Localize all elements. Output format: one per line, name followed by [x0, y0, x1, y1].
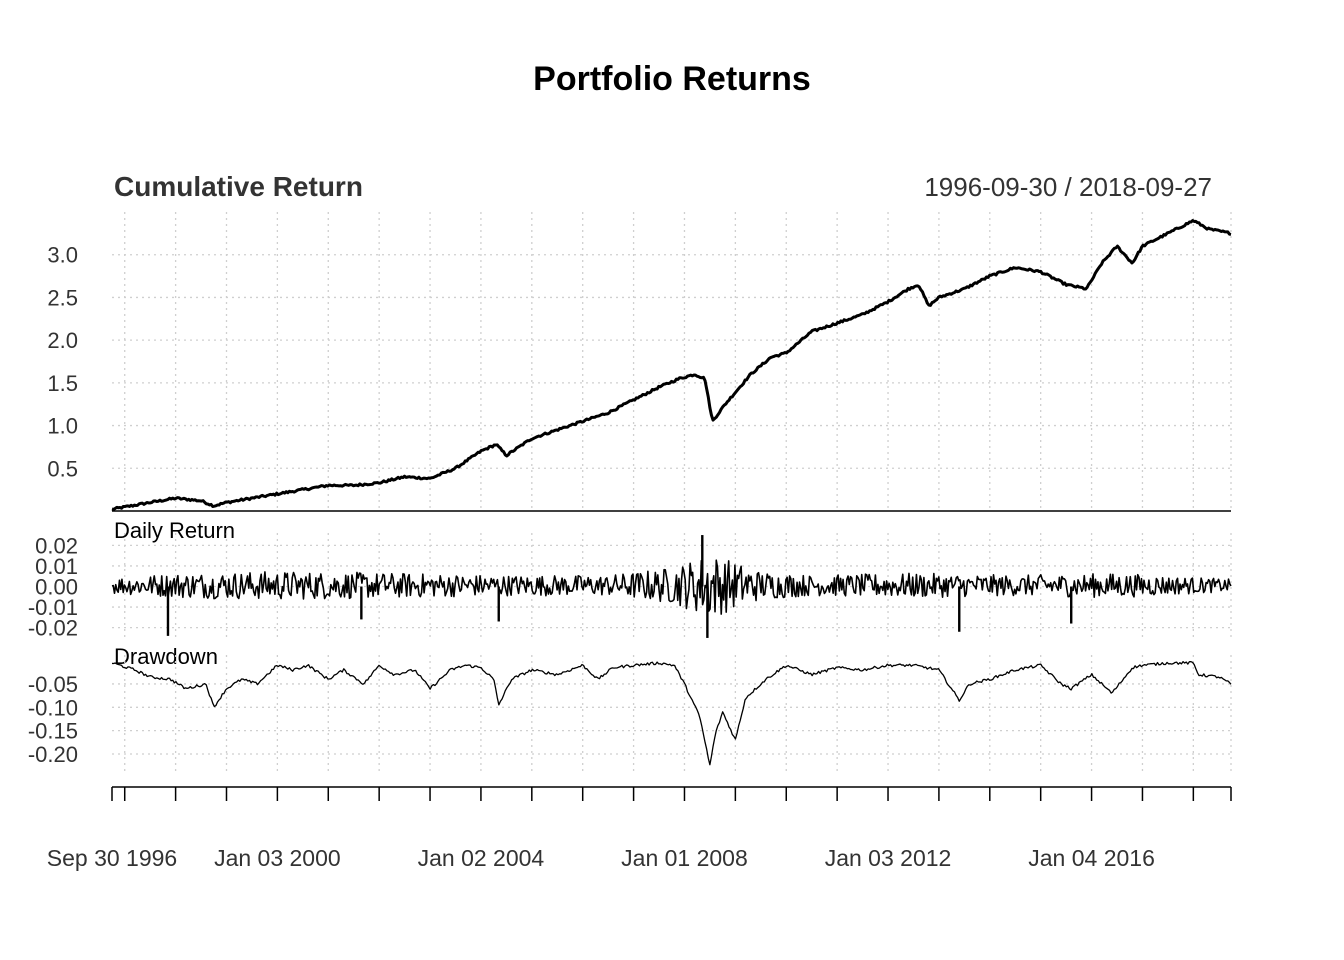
x-axis-labels: Sep 30 1996 Jan 03 2000 Jan 02 2004 Jan 01 … — [47, 845, 1155, 871]
drawdown-panel-title: Drawdown — [114, 644, 218, 669]
series-lines — [111, 219, 1232, 766]
x-tick-label: Jan 03 2000 — [214, 845, 341, 871]
x-tick-label: Sep 30 1996 — [47, 845, 177, 871]
daily-ytick-label: -0.02 — [28, 616, 78, 641]
y-axis-labels: 0.5 1.0 1.5 2.0 2.5 3.0 0.020.010.00-0.01-0.02… — [28, 243, 78, 767]
daily-return-line — [111, 559, 1232, 615]
drawdown-ytick-label: -0.15 — [28, 719, 78, 744]
drawdown-line — [111, 660, 1232, 766]
cumulative-ytick-label: 1.5 — [47, 371, 78, 396]
drawdown-ytick-label: -0.10 — [28, 695, 78, 720]
cumulative-panel-title: Cumulative Return — [114, 171, 363, 202]
date-range-label: 1996-09-30 / 2018-09-27 — [924, 172, 1212, 202]
daily-ytick-label: 0.01 — [35, 554, 78, 579]
cumulative-ytick-label: 2.5 — [47, 285, 78, 310]
drawdown-ytick-label: -0.20 — [28, 742, 78, 767]
daily-ytick-label: -0.01 — [28, 595, 78, 620]
x-tick-label: Jan 04 2016 — [1028, 845, 1155, 871]
chart-title: Portfolio Returns — [533, 60, 811, 98]
x-tick-label: Jan 02 2004 — [418, 845, 545, 871]
drawdown-ytick-label: -0.05 — [28, 672, 78, 697]
cumulative-ytick-label: 1.0 — [47, 414, 78, 439]
daily-return-panel-title: Daily Return — [114, 518, 235, 543]
daily-ytick-label: 0.00 — [35, 575, 78, 600]
cumulative-ytick-label: 3.0 — [47, 243, 78, 268]
daily-ytick-label: 0.02 — [35, 533, 78, 558]
cumulative-return-line — [111, 219, 1232, 511]
cumulative-ytick-label: 2.0 — [47, 328, 78, 353]
grid-lines — [112, 212, 1232, 775]
x-tick-label: Jan 01 2008 — [621, 845, 748, 871]
cumulative-ytick-label: 0.5 — [47, 456, 78, 481]
x-tick-label: Jan 03 2012 — [825, 845, 952, 871]
x-axis-ticks — [111, 787, 1232, 801]
